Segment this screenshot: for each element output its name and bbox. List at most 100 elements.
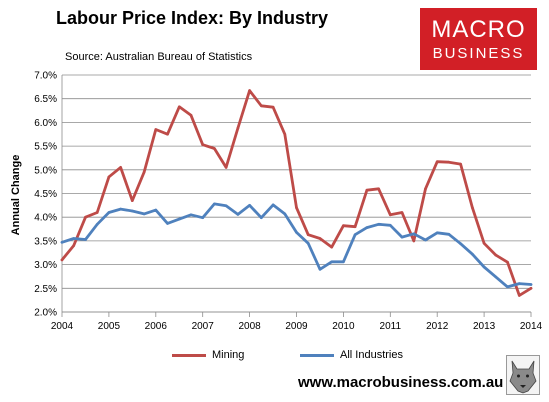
data-point-mining — [95, 211, 99, 214]
x-tick-label: 2006 — [145, 321, 168, 332]
data-point-all-industries — [459, 242, 462, 245]
y-tick-label: 2.0% — [34, 308, 57, 319]
data-point-mining — [494, 253, 498, 257]
data-point-mining — [471, 206, 474, 209]
data-point-mining — [424, 187, 427, 191]
legend-swatch-all-industries — [300, 353, 334, 357]
data-point-all-industries — [248, 204, 251, 207]
data-point-all-industries — [84, 238, 87, 241]
data-point-mining — [518, 294, 521, 297]
data-point-all-industries — [306, 242, 310, 245]
x-tick-label: 2007 — [192, 321, 215, 332]
data-point-mining — [166, 132, 169, 136]
data-point-mining — [400, 211, 404, 214]
y-tick-label: 5.5% — [34, 142, 57, 153]
x-tick-label: 2009 — [285, 321, 308, 332]
x-tick-label: 2012 — [426, 321, 449, 332]
y-tick-label: 5.0% — [34, 165, 57, 176]
data-point-mining — [353, 225, 357, 228]
data-point-all-industries — [377, 223, 380, 226]
data-point-all-industries — [95, 223, 99, 226]
data-point-all-industries — [318, 268, 322, 271]
data-point-mining — [248, 89, 251, 92]
data-point-all-industries — [400, 235, 404, 239]
data-point-all-industries — [166, 222, 169, 225]
legend-label-all-industries: All Industries — [340, 349, 403, 361]
page-title: Labour Price Index: By Industry — [56, 8, 329, 28]
x-tick-label: 2014 — [520, 321, 543, 332]
data-point-mining — [389, 213, 392, 217]
y-tick-label: 3.5% — [34, 236, 57, 247]
data-point-all-industries — [131, 209, 134, 213]
data-point-mining — [377, 187, 380, 191]
legend-item-mining: Mining — [172, 348, 244, 362]
data-point-mining — [318, 237, 322, 240]
data-point-all-industries — [518, 282, 521, 285]
data-point-mining — [224, 166, 228, 169]
x-tick-label: 2008 — [238, 321, 261, 332]
data-point-mining — [283, 132, 287, 136]
y-tick-label: 4.0% — [34, 213, 57, 224]
data-point-mining — [189, 114, 193, 117]
data-point-all-industries — [365, 226, 369, 229]
data-point-all-industries — [60, 241, 64, 244]
macrobusiness-logo: MACRO BUSINESS — [420, 8, 537, 70]
data-point-all-industries — [260, 216, 263, 219]
gridlines — [62, 74, 531, 313]
y-tick-label: 2.5% — [34, 284, 57, 295]
data-point-all-industries — [189, 213, 193, 217]
data-point-mining — [295, 206, 298, 209]
data-point-all-industries — [107, 211, 111, 214]
axes — [61, 75, 532, 317]
legend-label-mining: Mining — [212, 349, 245, 361]
data-point-mining — [154, 128, 158, 131]
data-point-all-industries — [213, 202, 216, 206]
data-point-all-industries — [295, 231, 298, 234]
data-point-mining — [435, 160, 439, 163]
data-point-all-industries — [119, 207, 122, 211]
data-point-all-industries — [447, 233, 451, 236]
data-point-mining — [459, 162, 462, 166]
data-point-all-industries — [494, 275, 498, 279]
y-tick-label: 4.5% — [34, 189, 57, 200]
data-point-mining — [60, 258, 64, 262]
data-point-mining — [482, 242, 486, 245]
data-point-mining — [271, 105, 275, 109]
data-point-mining — [412, 239, 416, 243]
data-point-mining — [330, 245, 334, 249]
logo-line-2: BUSINESS — [432, 45, 525, 62]
data-point-mining — [131, 199, 134, 202]
data-point-mining — [342, 224, 345, 227]
data-point-all-industries — [506, 285, 509, 289]
x-tick-label: 2011 — [380, 321, 402, 332]
data-point-all-industries — [178, 217, 181, 221]
y-tick-label: 6.0% — [34, 118, 57, 129]
series-lines — [60, 89, 533, 297]
data-point-mining — [72, 244, 75, 247]
data-point-all-industries — [154, 208, 158, 212]
legend-swatch-mining — [172, 353, 206, 357]
logo-line-1: MACRO — [431, 16, 526, 43]
legend-item-all-industries: All Industries — [300, 348, 403, 362]
data-point-mining — [201, 143, 204, 146]
data-point-all-industries — [412, 232, 416, 236]
x-tick-label: 2013 — [473, 321, 496, 332]
data-point-mining — [529, 287, 533, 290]
data-point-all-industries — [389, 224, 392, 227]
data-point-all-industries — [142, 212, 146, 216]
data-point-mining — [506, 260, 509, 264]
source-note: Source: Australian Bureau of Statistics — [65, 51, 253, 63]
data-point-all-industries — [72, 237, 75, 240]
y-tick-labels: 2.0% 2.5% 3.0% 3.5% 4.0% 4.5% 5.0% 5.5% 6.0% 6.5%… — [34, 71, 57, 319]
x-tick-labels: 2004 2005 2006 2007 2008 2009 2010 2011 2012 2013… — [51, 321, 543, 332]
x-tick-label: 2004 — [51, 321, 74, 332]
data-point-mining — [107, 175, 111, 179]
data-point-all-industries — [330, 260, 334, 264]
data-point-mining — [213, 147, 216, 150]
data-point-mining — [260, 104, 263, 108]
data-point-mining — [178, 105, 181, 109]
x-tick-label: 2010 — [332, 321, 355, 332]
data-point-all-industries — [424, 238, 427, 242]
footer-url: www.macrobusiness.com.au — [298, 374, 504, 391]
